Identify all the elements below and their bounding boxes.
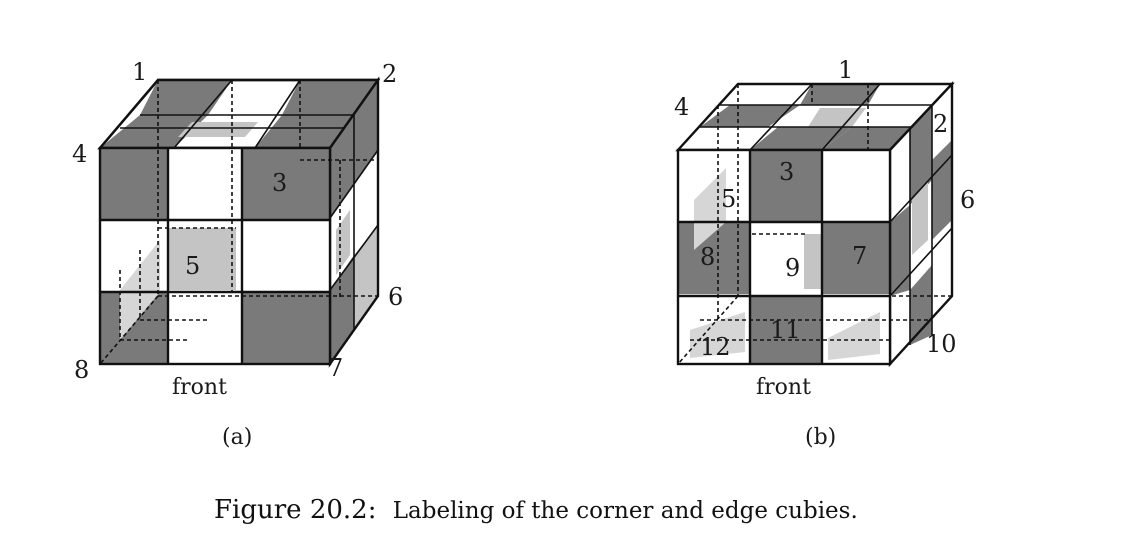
front-label-b: front [756,375,811,400]
cube-a: 1 2 3 4 5 6 7 8 front (a) [72,58,403,450]
edge-label-1: 1 [838,56,853,84]
sublabel-a: (a) [222,425,252,450]
edge-label-6: 6 [960,186,975,214]
corner-label-8: 8 [74,356,89,384]
edge-label-4: 4 [674,93,689,121]
corner-label-4: 4 [72,140,87,168]
cube-b: 1 2 3 4 5 6 7 8 9 10 11 12 front (b) [674,56,975,450]
edge-label-8: 8 [700,243,715,271]
figure-caption-prefix: Figure 20.2: [214,495,376,525]
edge-label-11: 11 [770,316,801,344]
cube-b-hidden-edges [677,84,952,365]
cube-a-hidden-edges [99,80,378,365]
corner-label-1: 1 [132,58,147,86]
cube-b-top-face [675,82,955,152]
front-label-a: front [172,375,227,400]
edge-label-10: 10 [926,330,957,358]
corner-label-6: 6 [388,283,403,311]
sublabel-b: (b) [805,425,836,450]
edge-label-12: 12 [700,333,731,361]
corner-label-5: 5 [185,252,200,280]
edge-label-2: 2 [933,110,948,138]
corner-label-7: 7 [328,354,343,382]
cube-a-front-face [98,146,332,366]
edge-label-9: 9 [785,254,800,282]
edge-label-7: 7 [852,242,867,270]
cube-b-right-face [888,80,954,368]
corner-label-3: 3 [272,169,287,197]
cube-a-top-face [97,78,381,150]
figure-caption: Figure 20.2: Labeling of the corner and … [214,495,858,525]
corner-label-2: 2 [382,60,397,88]
figure-caption-text: Labeling of the corner and edge cubies. [393,498,858,524]
edge-label-3: 3 [779,158,794,186]
edge-label-5: 5 [721,185,736,213]
cube-b-front-face [676,148,892,366]
